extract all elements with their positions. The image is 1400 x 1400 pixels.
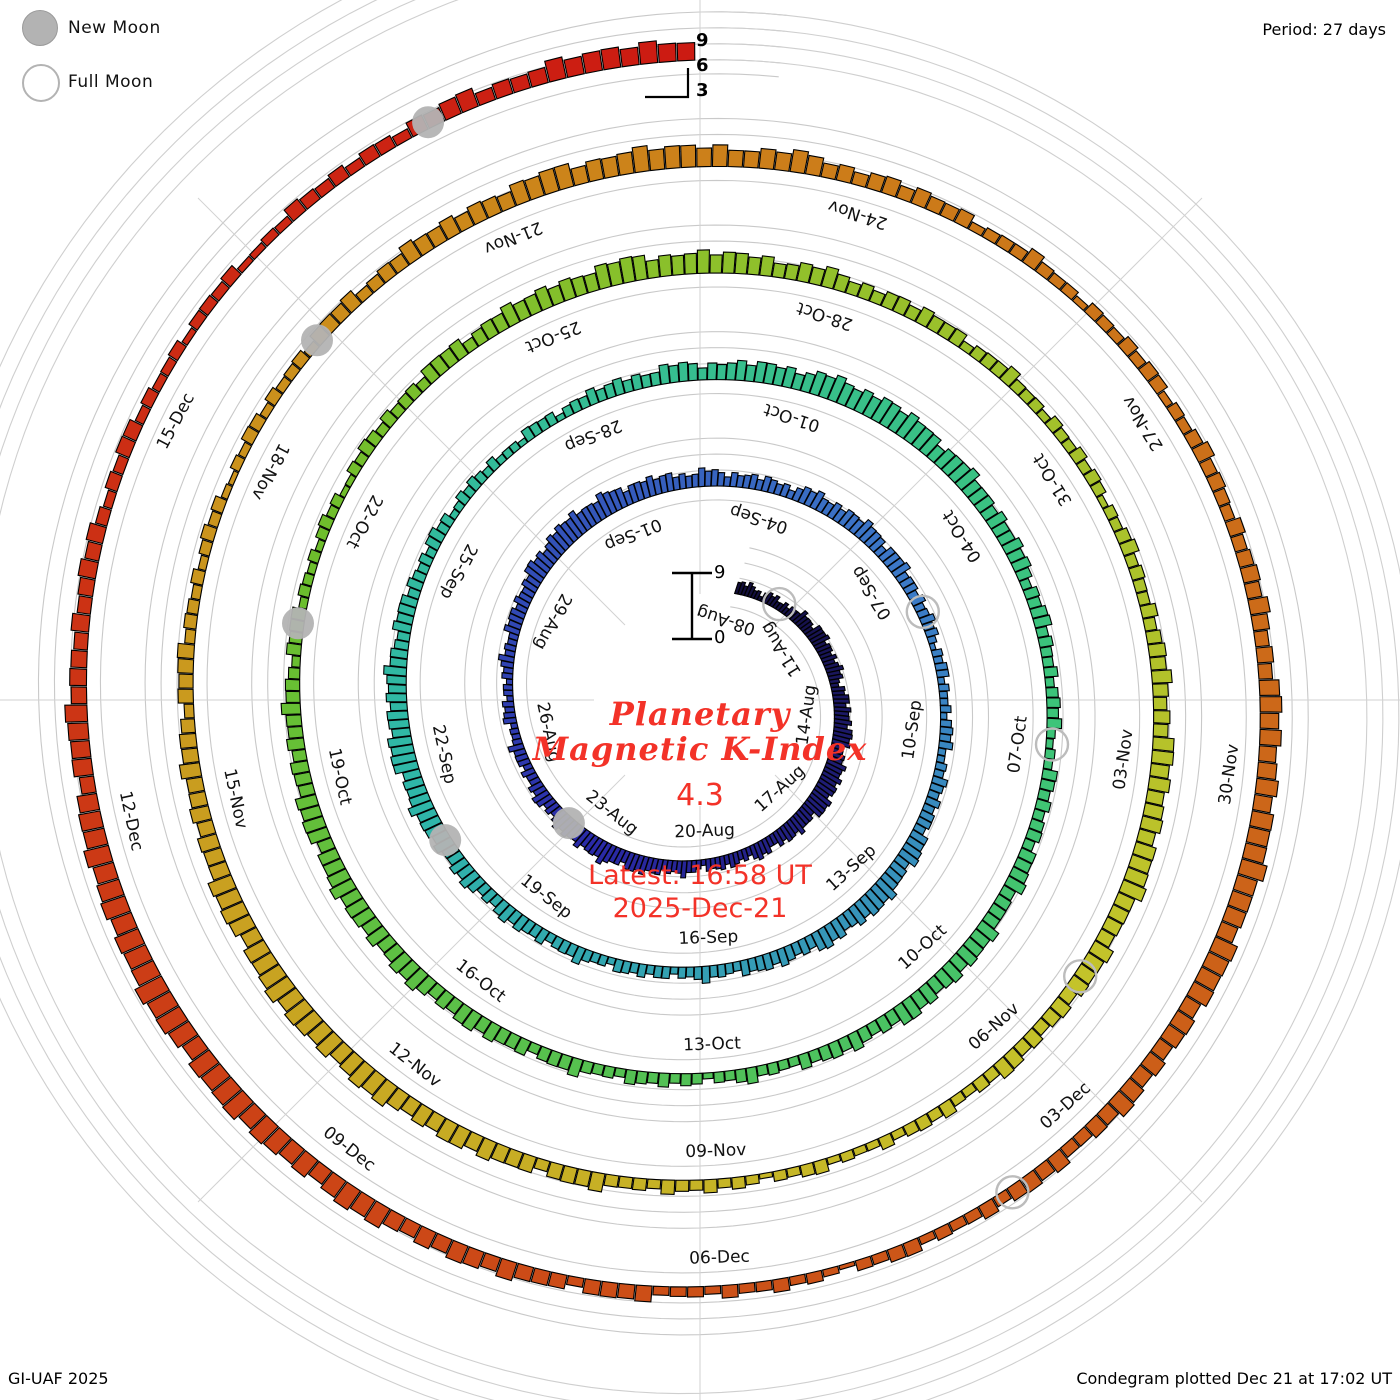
svg-text:16-Sep: 16-Sep — [678, 927, 738, 949]
svg-text:21-Nov: 21-Nov — [481, 217, 545, 258]
scale-bars — [645, 68, 712, 641]
latest-date-label: 2025-Dec-21 — [612, 893, 788, 924]
svg-text:18-Nov: 18-Nov — [247, 440, 293, 503]
new-moon-legend-label: New Moon — [68, 18, 161, 38]
svg-text:25-Sep: 25-Sep — [436, 540, 482, 602]
svg-text:25-Oct: 25-Oct — [522, 316, 583, 356]
center-scale-max-label: 9 — [714, 562, 726, 583]
date-label: 08-Aug — [694, 601, 758, 639]
date-label: 21-Nov — [481, 217, 545, 258]
svg-text:06-Dec: 06-Dec — [689, 1247, 750, 1269]
svg-text:01-Sep: 01-Sep — [602, 514, 665, 555]
moon-markers — [282, 106, 1098, 1210]
new-moon-icon — [22, 10, 58, 46]
plotted-timestamp-label: Condegram plotted Dec 21 at 17:02 UT — [1076, 1369, 1392, 1388]
svg-text:29-Aug: 29-Aug — [530, 590, 576, 653]
svg-text:20-Aug: 20-Aug — [674, 820, 735, 842]
radial-tick-6: 6 — [696, 55, 709, 76]
radial-tick-3: 3 — [696, 80, 709, 101]
date-label: 28-Sep — [562, 415, 625, 456]
page-title-line1: Planetary — [609, 695, 791, 733]
date-label: 13-Oct — [683, 1033, 742, 1055]
svg-text:24-Nov: 24-Nov — [826, 195, 890, 233]
svg-text:09-Nov: 09-Nov — [685, 1140, 747, 1162]
radial-tick-9: 9 — [696, 30, 709, 51]
date-label: 29-Aug — [530, 590, 576, 653]
latest-time-label: Latest: 16:58 UT — [588, 860, 812, 891]
date-label: 24-Nov — [826, 195, 890, 233]
date-label: 20-Aug — [674, 820, 735, 842]
svg-text:01-Oct: 01-Oct — [761, 399, 822, 436]
full-moon-legend-label: Full Moon — [68, 72, 154, 92]
svg-text:04-Sep: 04-Sep — [727, 500, 790, 538]
full-moon-icon — [22, 64, 60, 102]
date-label: 25-Sep — [436, 540, 482, 602]
date-label: 18-Nov — [247, 440, 293, 503]
center-scale-min-label: 0 — [714, 627, 726, 648]
svg-text:16-Oct: 16-Oct — [452, 955, 510, 1006]
svg-text:28-Oct: 28-Oct — [794, 297, 855, 334]
svg-text:08-Aug: 08-Aug — [694, 601, 758, 639]
date-label: 16-Sep — [678, 927, 738, 949]
page-title-line2: Magnetic K-Index — [532, 730, 868, 768]
date-label: 16-Oct — [452, 955, 510, 1006]
kp-bars — [64, 40, 1283, 1303]
period-label: Period: 27 days — [1262, 20, 1386, 39]
date-label: 04-Sep — [727, 500, 790, 538]
date-label: 25-Oct — [522, 316, 583, 356]
current-kp-value: 4.3 — [676, 778, 724, 813]
date-label: 01-Oct — [761, 399, 822, 436]
date-label: 09-Nov — [685, 1140, 747, 1162]
date-label: 06-Dec — [689, 1247, 750, 1269]
svg-text:28-Sep: 28-Sep — [562, 415, 625, 456]
svg-text:13-Oct: 13-Oct — [683, 1033, 742, 1055]
date-label: 28-Oct — [794, 297, 855, 334]
date-label: 01-Sep — [602, 514, 665, 555]
credit-label: GI-UAF 2025 — [8, 1369, 109, 1388]
